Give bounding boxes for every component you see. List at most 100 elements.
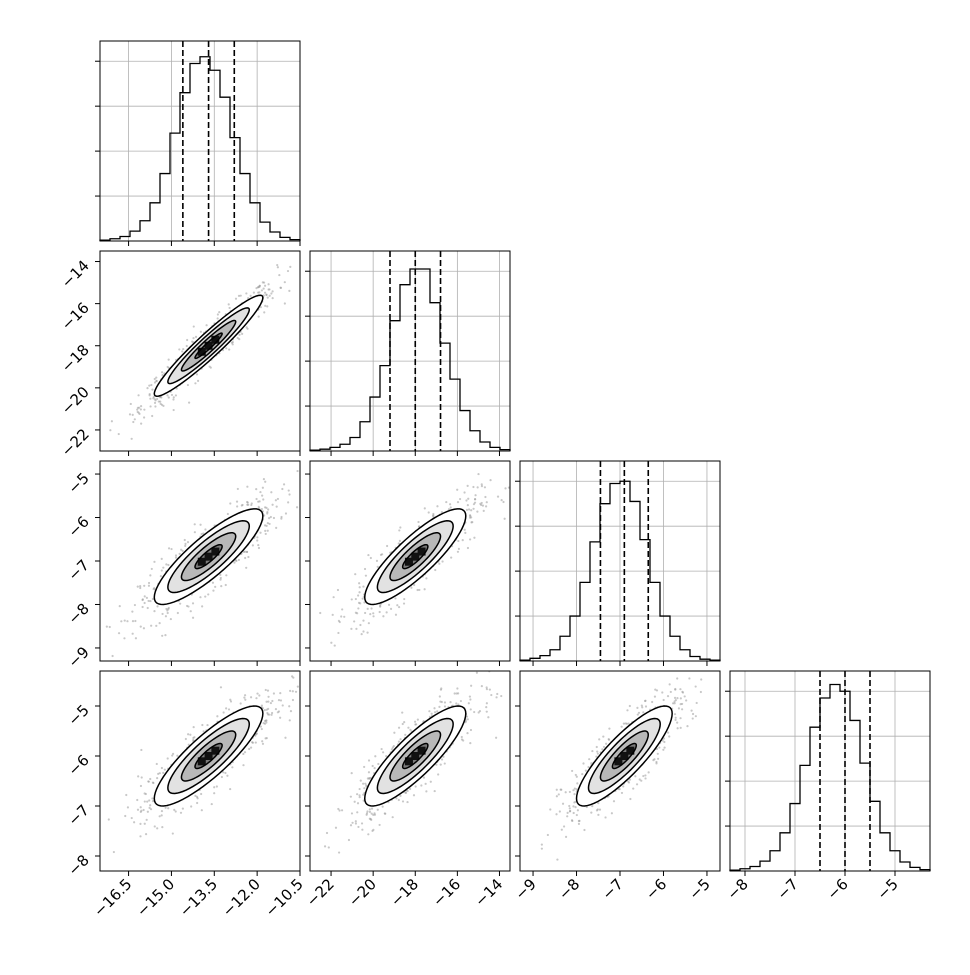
sample-point <box>215 785 218 788</box>
sample-point <box>697 666 699 668</box>
sample-point <box>191 616 195 619</box>
sample-point <box>443 705 447 708</box>
sample-point <box>495 696 498 699</box>
sample-point <box>350 812 354 815</box>
sample-point <box>393 731 396 734</box>
sample-point <box>668 683 671 686</box>
y-tick-label: −5 <box>64 701 92 729</box>
sample-point <box>634 775 637 778</box>
density-core-cell <box>211 547 220 556</box>
sample-point <box>673 702 676 705</box>
sample-point <box>118 604 121 608</box>
sample-point <box>126 806 130 809</box>
sample-point <box>642 774 645 778</box>
sample-point <box>751 656 753 658</box>
sample-point <box>236 336 239 340</box>
sample-point <box>401 800 405 803</box>
sample-point <box>415 723 418 726</box>
sample-point <box>338 809 341 812</box>
sample-point <box>263 524 267 527</box>
sample-point <box>627 722 630 725</box>
sample-point <box>601 748 604 751</box>
sample-point <box>381 553 384 556</box>
sample-point <box>358 582 361 585</box>
y-tick-label: −14 <box>58 257 93 292</box>
sample-point <box>196 379 200 382</box>
sample-point <box>612 800 616 803</box>
sample-point <box>347 838 351 842</box>
sample-point <box>500 694 503 698</box>
sample-point <box>401 711 404 714</box>
sample-point <box>337 851 341 854</box>
sample-point <box>456 687 459 690</box>
sample-point <box>662 748 665 751</box>
sample-point <box>270 292 273 295</box>
density-core-cell <box>204 341 213 350</box>
sample-point <box>441 560 444 563</box>
x-tick-label: −8 <box>555 875 583 903</box>
sample-point <box>372 612 375 615</box>
sample-point <box>349 824 353 827</box>
sample-point <box>155 762 158 766</box>
sample-point <box>267 700 270 703</box>
sample-point <box>178 348 181 351</box>
sample-point <box>399 794 402 798</box>
sample-point <box>167 396 170 399</box>
sample-point <box>607 738 610 741</box>
sample-point <box>622 785 625 788</box>
sample-point <box>484 505 488 508</box>
y-tick-label: −7 <box>64 556 92 584</box>
sample-point <box>268 288 271 291</box>
sample-point <box>480 485 484 488</box>
sample-point <box>182 347 185 351</box>
sample-point <box>260 727 263 731</box>
sample-point <box>149 777 152 781</box>
sample-point <box>401 722 404 726</box>
sample-point <box>249 696 253 699</box>
sample-point <box>224 583 227 587</box>
sample-point <box>396 604 399 607</box>
sample-point <box>289 689 292 692</box>
sample-point <box>638 778 641 781</box>
histogram-step-line <box>729 683 931 871</box>
density-core-cell <box>211 335 220 344</box>
sample-point <box>380 747 383 751</box>
sample-point <box>465 508 469 511</box>
sample-point <box>468 695 472 698</box>
sample-point <box>420 784 423 787</box>
sample-point <box>191 602 195 605</box>
sample-point <box>427 511 430 514</box>
sample-point <box>640 779 643 782</box>
sample-point <box>455 702 458 705</box>
sample-point <box>457 547 461 550</box>
sample-point <box>367 833 370 836</box>
sample-point <box>254 741 257 744</box>
sample-point <box>156 605 159 608</box>
sample-point <box>161 826 164 829</box>
sample-point <box>403 597 406 601</box>
sample-point <box>131 632 134 635</box>
sample-point <box>367 759 371 762</box>
sample-point <box>429 780 432 783</box>
histogram-panel-2 <box>515 460 721 662</box>
sample-point <box>275 505 278 508</box>
sample-point <box>107 818 110 821</box>
sample-point <box>183 538 186 542</box>
x-tick-label: −5 <box>873 875 901 903</box>
panel-frame <box>99 40 301 242</box>
sample-point <box>148 799 151 802</box>
y-tick-label: −22 <box>58 425 93 460</box>
sample-point <box>193 523 196 526</box>
sample-point <box>681 708 684 711</box>
sample-point <box>267 508 270 511</box>
sample-point <box>466 504 469 507</box>
sample-point <box>397 740 401 743</box>
sample-point <box>489 479 492 482</box>
sample-point <box>200 809 203 812</box>
sample-point <box>356 612 359 615</box>
sample-point <box>433 789 436 793</box>
sample-point <box>476 510 479 513</box>
sample-point <box>268 517 271 520</box>
sample-point <box>424 782 427 785</box>
